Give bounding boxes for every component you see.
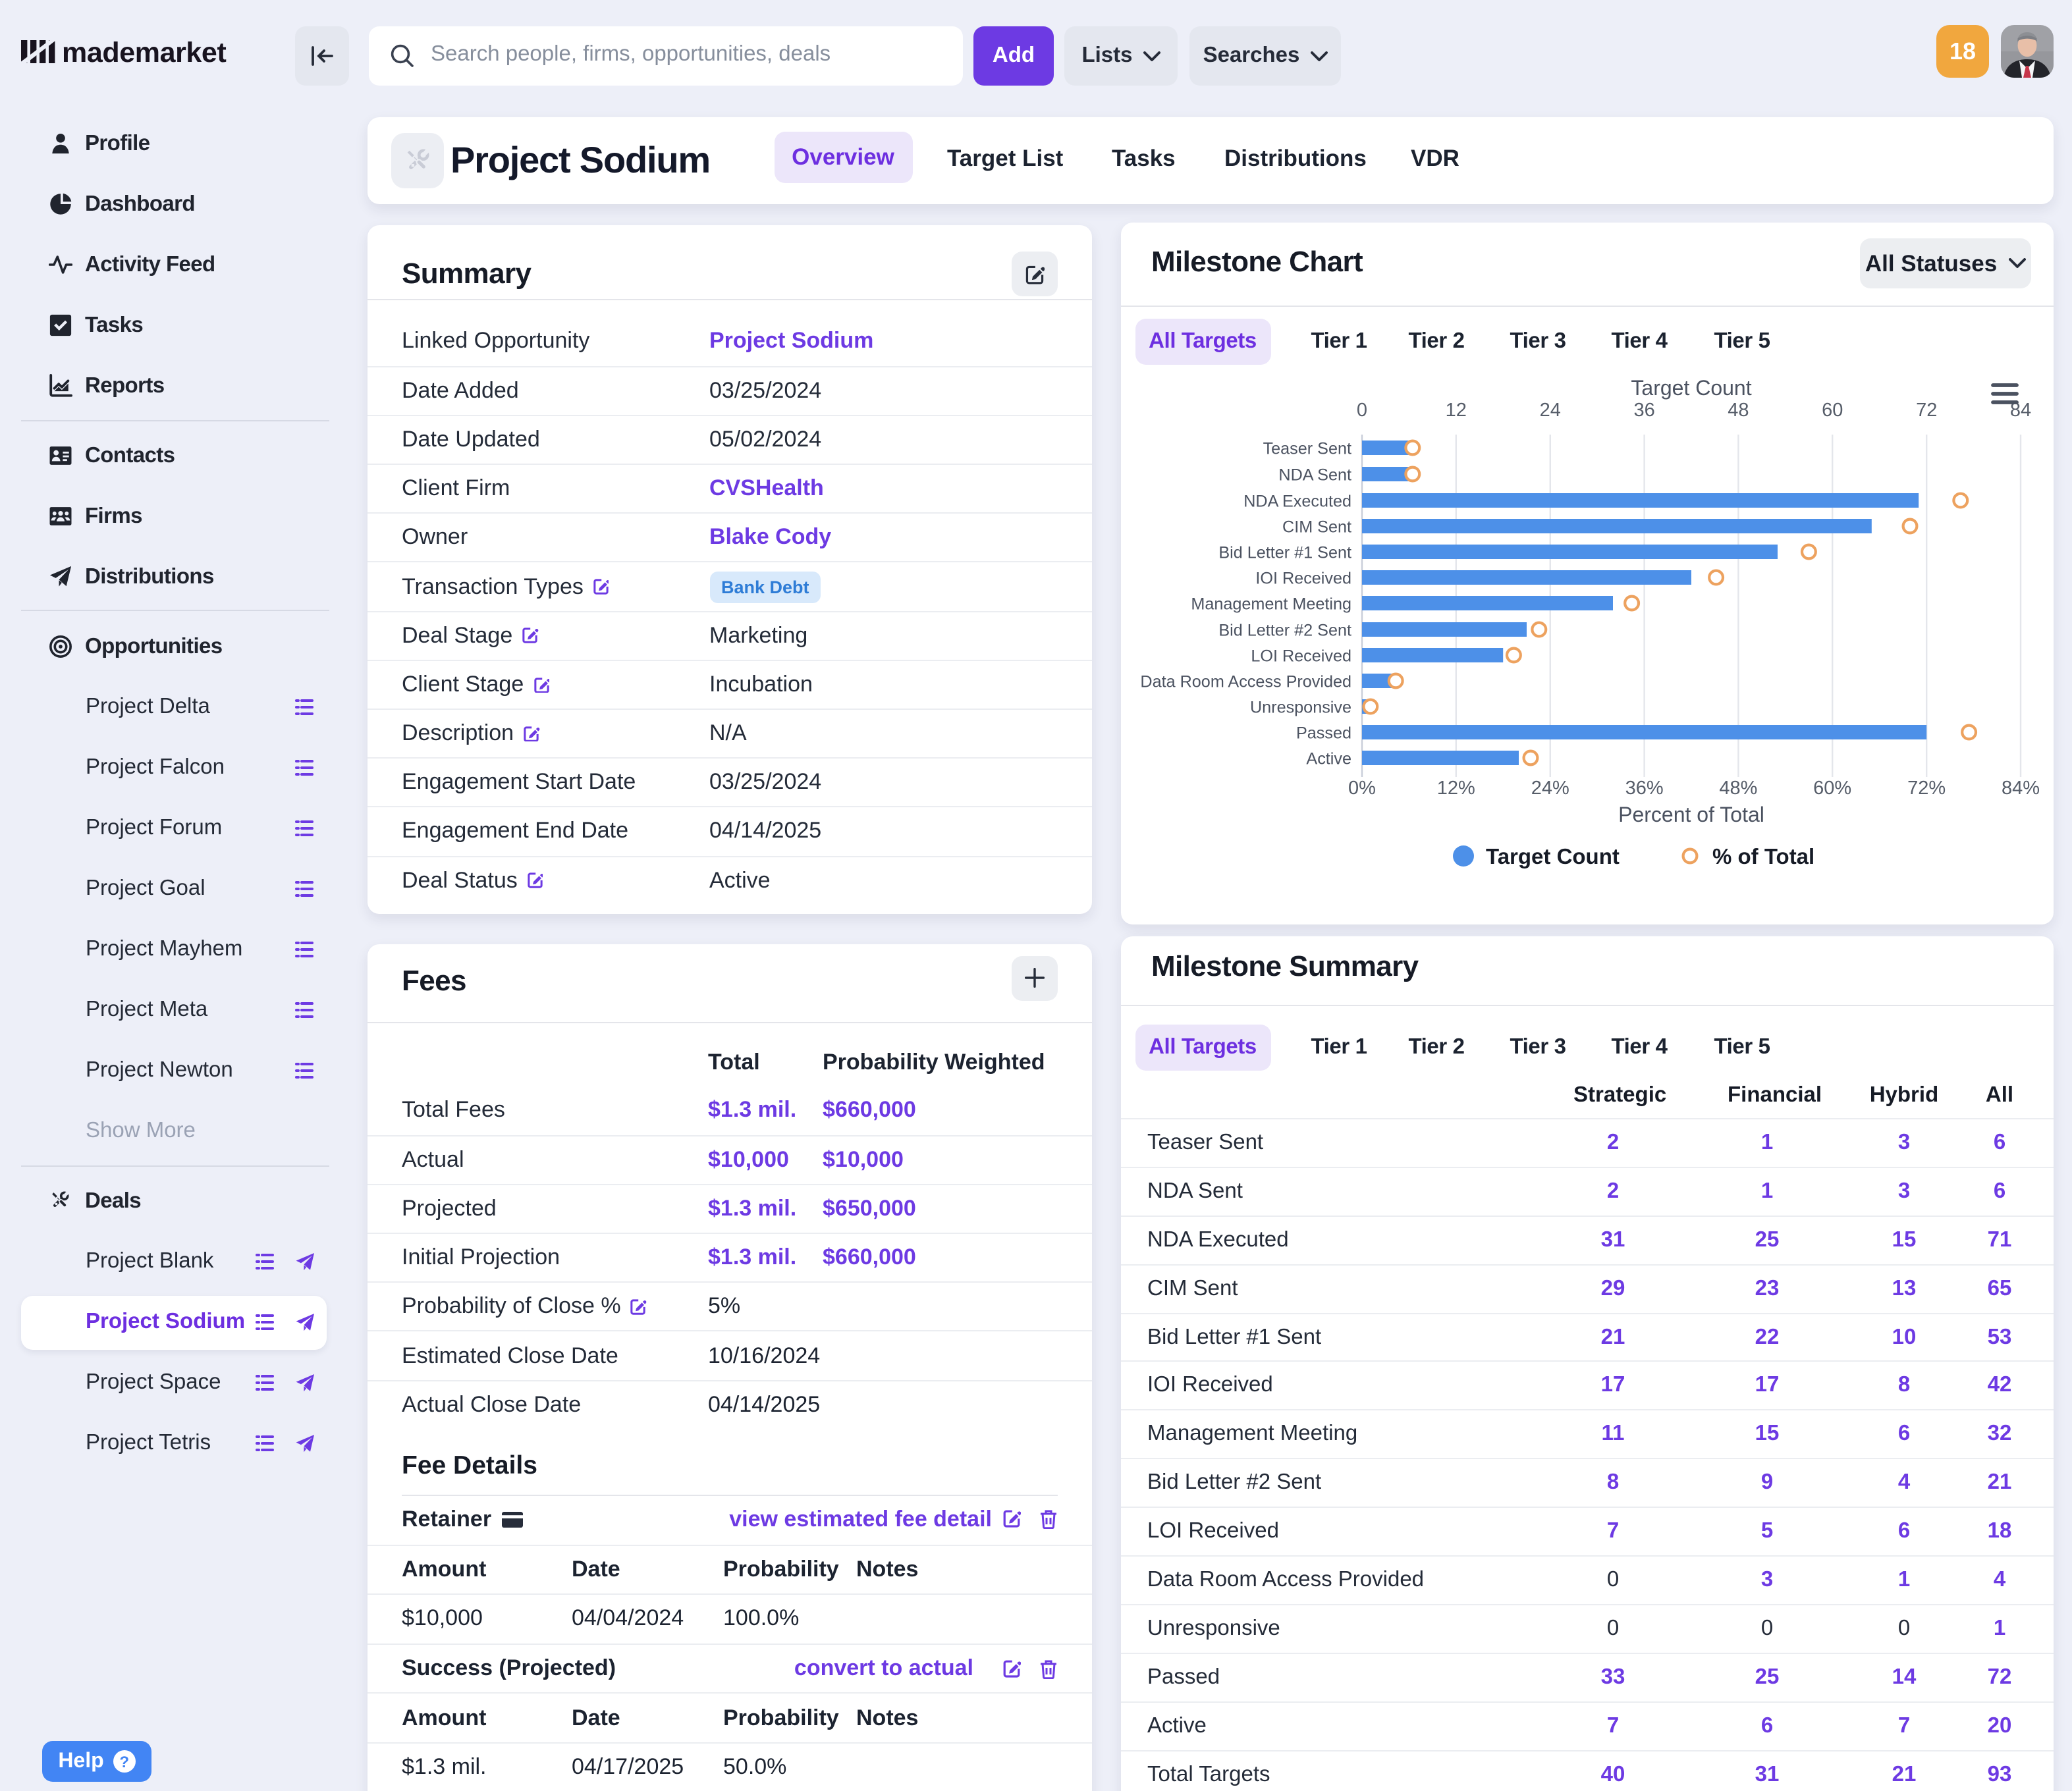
- svg-text:84%: 84%: [2002, 778, 2040, 799]
- svg-text:NDA Sent: NDA Sent: [1278, 466, 1351, 484]
- svg-text:Percent of Total: Percent of Total: [1618, 803, 1764, 826]
- svg-text:60%: 60%: [1813, 778, 1851, 799]
- svg-text:Unresponsive: Unresponsive: [1250, 698, 1351, 716]
- svg-text:36: 36: [1633, 400, 1654, 421]
- svg-text:12: 12: [1446, 400, 1467, 421]
- svg-text:CIM Sent: CIM Sent: [1282, 518, 1351, 536]
- svg-text:Teaser Sent: Teaser Sent: [1263, 439, 1351, 458]
- svg-text:60: 60: [1822, 400, 1843, 421]
- svg-text:36%: 36%: [1625, 778, 1664, 799]
- svg-text:Target Count: Target Count: [1486, 844, 1620, 869]
- svg-text:0%: 0%: [1348, 778, 1376, 799]
- svg-text:Bid Letter #1 Sent: Bid Letter #1 Sent: [1218, 543, 1351, 562]
- svg-text:Bid Letter #2 Sent: Bid Letter #2 Sent: [1218, 621, 1351, 639]
- svg-text:72: 72: [1916, 400, 1937, 421]
- svg-text:24: 24: [1540, 400, 1561, 421]
- svg-text:Target Count: Target Count: [1631, 376, 1751, 400]
- svg-text:72%: 72%: [1907, 778, 1946, 799]
- svg-text:48: 48: [1728, 400, 1749, 421]
- svg-text:0: 0: [1357, 400, 1367, 421]
- svg-text:Active: Active: [1306, 749, 1351, 768]
- svg-text:48%: 48%: [1719, 778, 1757, 799]
- svg-text:IOI Received: IOI Received: [1255, 569, 1351, 587]
- svg-text:% of Total: % of Total: [1712, 844, 1814, 869]
- svg-text:Data Room Access Provided: Data Room Access Provided: [1140, 672, 1351, 691]
- svg-text:Management Meeting: Management Meeting: [1191, 595, 1351, 613]
- svg-text:LOI Received: LOI Received: [1251, 647, 1351, 665]
- svg-text:mademarket: mademarket: [62, 37, 226, 68]
- svg-text:Passed: Passed: [1296, 724, 1351, 742]
- svg-text:24%: 24%: [1531, 778, 1569, 799]
- svg-text:NDA Executed: NDA Executed: [1243, 492, 1351, 510]
- svg-text:12%: 12%: [1437, 778, 1475, 799]
